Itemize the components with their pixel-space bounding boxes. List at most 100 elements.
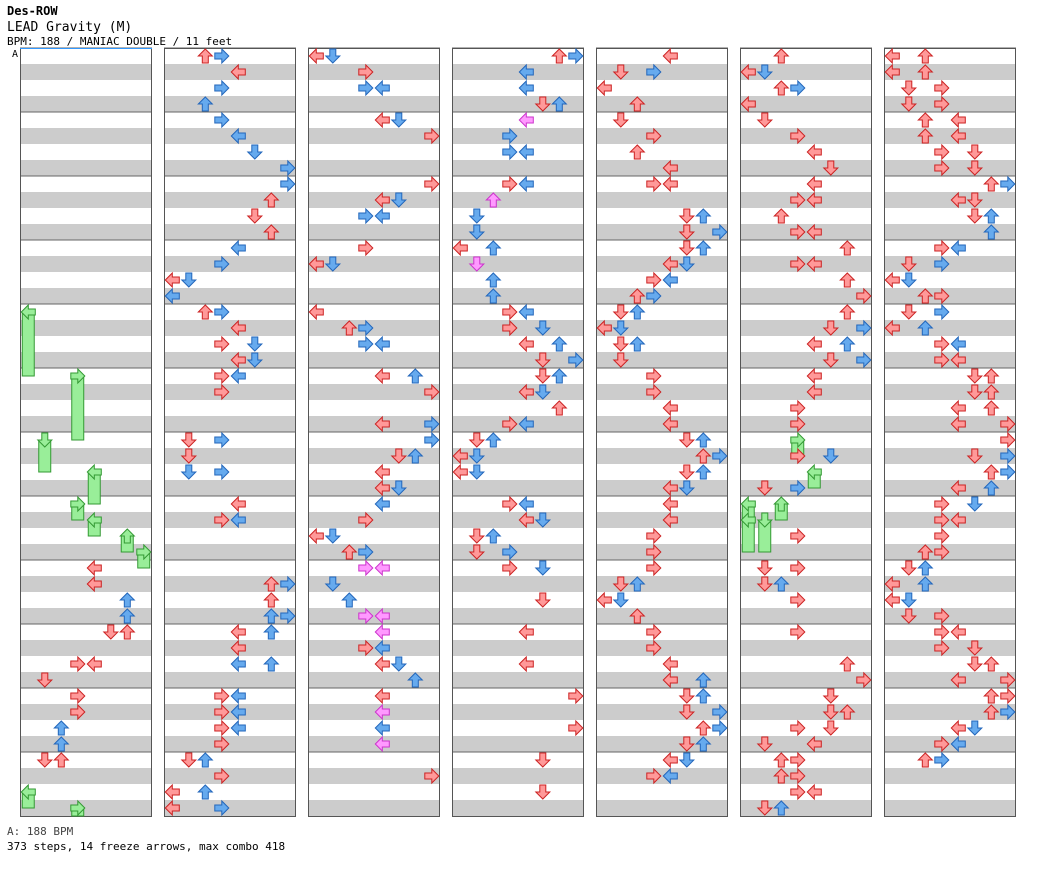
step-arrow-P2-right bbox=[568, 687, 584, 705]
step-arrow-P2-down bbox=[678, 752, 696, 768]
beat-band bbox=[740, 448, 872, 464]
step-arrow-P2-down bbox=[678, 736, 696, 752]
step-arrow-P1-up bbox=[629, 144, 646, 160]
step-arrow-P1-down bbox=[36, 672, 54, 688]
beat-band bbox=[740, 480, 872, 496]
step-arrow-P1-right bbox=[358, 335, 374, 353]
step-arrow-P2-up bbox=[983, 368, 1000, 384]
beat-band bbox=[308, 608, 440, 624]
beat-band bbox=[20, 608, 152, 624]
step-arrow-P1-down bbox=[180, 448, 198, 464]
step-arrow-P2-left bbox=[518, 79, 534, 97]
step-arrow-P1-down bbox=[180, 752, 198, 768]
step-arrow-P1-right bbox=[214, 463, 230, 481]
step-arrow-P2-up bbox=[263, 192, 280, 208]
beat-band bbox=[452, 128, 584, 144]
beat-band bbox=[20, 384, 152, 400]
step-arrow-P1-up bbox=[773, 576, 790, 592]
step-arrow-P2-left bbox=[806, 191, 822, 209]
step-arrow-P1-right bbox=[646, 767, 662, 785]
step-arrow-P1-left bbox=[884, 63, 900, 81]
step-arrow-P1-right bbox=[214, 255, 230, 273]
step-arrow-P2-up bbox=[983, 704, 1000, 720]
beat-band bbox=[596, 160, 728, 176]
column-border bbox=[884, 48, 1016, 817]
beat-band bbox=[596, 128, 728, 144]
step-arrow-P1-right bbox=[70, 655, 86, 673]
step-arrow-P2-down bbox=[966, 720, 984, 736]
beat-band bbox=[308, 576, 440, 592]
beat-band bbox=[20, 480, 152, 496]
step-arrow-P2-right bbox=[280, 575, 296, 593]
step-arrow-P2-down bbox=[966, 640, 984, 656]
step-arrow-P2-left bbox=[518, 303, 534, 321]
beat-band bbox=[20, 544, 152, 560]
beat-band bbox=[452, 256, 584, 272]
step-arrow-P1-right bbox=[358, 607, 374, 625]
step-arrow-P1-down bbox=[756, 736, 774, 752]
step-arrow-P2-left bbox=[374, 607, 390, 625]
step-arrow-P1-down bbox=[468, 208, 486, 224]
step-arrow-P1-right bbox=[70, 703, 86, 721]
step-arrow-P1-left bbox=[884, 319, 900, 337]
step-arrow-P1-right bbox=[790, 399, 806, 417]
beat-band bbox=[308, 64, 440, 80]
step-arrow-P1-down bbox=[36, 752, 54, 768]
step-arrow-P1-right bbox=[502, 495, 518, 513]
step-arrow-P1-right bbox=[502, 143, 518, 161]
beat-band bbox=[452, 224, 584, 240]
beat-band bbox=[596, 704, 728, 720]
step-arrow-P2-left bbox=[806, 223, 822, 241]
step-arrow-P2-right bbox=[424, 127, 440, 145]
step-arrow-P1-right bbox=[646, 383, 662, 401]
step-arrow-P2-right bbox=[856, 319, 872, 337]
beat-band bbox=[452, 640, 584, 656]
step-arrow-P2-up bbox=[119, 608, 136, 624]
step-arrow-P1-down bbox=[324, 528, 342, 544]
step-arrow-P2-left bbox=[374, 191, 390, 209]
beat-band bbox=[164, 320, 296, 336]
beat-band bbox=[164, 448, 296, 464]
step-arrow-P2-up bbox=[695, 720, 712, 736]
step-arrow-P1-right bbox=[214, 47, 230, 65]
beat-band bbox=[884, 704, 1016, 720]
step-arrow-P2-left bbox=[950, 191, 966, 209]
beat-band bbox=[884, 64, 1016, 80]
step-arrow-P1-left bbox=[596, 79, 612, 97]
step-arrow-P1-right bbox=[934, 511, 950, 529]
step-arrow-P1-down bbox=[900, 304, 918, 320]
step-arrow-P2-left bbox=[230, 319, 246, 337]
step-arrow-P2-left bbox=[806, 175, 822, 193]
step-arrow-P2-left bbox=[518, 335, 534, 353]
beat-band bbox=[596, 64, 728, 80]
step-arrow-P1-up bbox=[629, 304, 646, 320]
step-arrow-P2-down bbox=[534, 384, 552, 400]
step-arrow-P2-right bbox=[424, 415, 440, 433]
step-arrow-P1-right bbox=[790, 447, 806, 465]
beat-band bbox=[740, 800, 872, 816]
step-arrow-P1-left bbox=[740, 495, 756, 513]
beat-band bbox=[884, 576, 1016, 592]
step-arrow-P1-down bbox=[756, 64, 774, 80]
step-arrow-P2-left bbox=[374, 703, 390, 721]
step-arrow-P1-down bbox=[612, 576, 630, 592]
step-arrow-P1-right bbox=[502, 175, 518, 193]
step-arrow-P2-left bbox=[230, 639, 246, 657]
beat-band bbox=[740, 96, 872, 112]
step-arrow-P1-right bbox=[790, 591, 806, 609]
step-arrow-P1-right bbox=[934, 543, 950, 561]
step-arrow-P1-up bbox=[773, 496, 790, 512]
step-arrow-P2-up bbox=[263, 592, 280, 608]
step-arrow-P2-up bbox=[695, 448, 712, 464]
step-arrow-P2-left bbox=[806, 367, 822, 385]
beat-band bbox=[308, 736, 440, 752]
step-arrow-P1-up bbox=[773, 752, 790, 768]
beat-band bbox=[740, 320, 872, 336]
step-arrow-P1-down bbox=[756, 800, 774, 816]
beat-band bbox=[452, 512, 584, 528]
step-arrow-P2-left bbox=[374, 367, 390, 385]
step-arrow-P1-up bbox=[485, 528, 502, 544]
step-arrow-P1-right bbox=[214, 799, 230, 817]
step-arrow-P1-up bbox=[53, 752, 70, 768]
step-arrow-P1-left bbox=[164, 799, 180, 817]
